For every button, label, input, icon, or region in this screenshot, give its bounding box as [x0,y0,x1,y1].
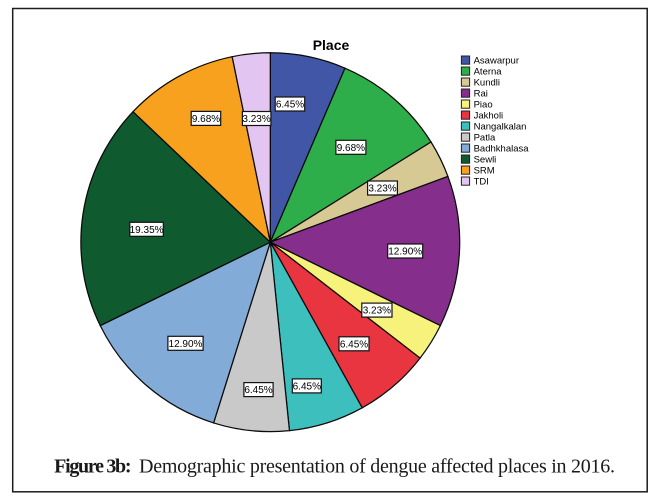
svg-text:Place: Place [313,37,350,53]
svg-text:Sewli: Sewli [474,154,497,165]
svg-text:19.35%: 19.35% [130,225,164,236]
svg-text:Figure 3b: Demographic present: Figure 3b: Demographic presentation of d… [54,456,615,478]
svg-text:Rai: Rai [474,88,488,99]
svg-text:9.68%: 9.68% [192,114,220,125]
svg-text:Badhkhalasa: Badhkhalasa [474,143,530,154]
svg-text:12.90%: 12.90% [169,339,203,350]
svg-text:6.45%: 6.45% [276,100,304,111]
svg-text:Piao: Piao [474,99,493,110]
svg-text:Aterna: Aterna [474,66,503,77]
svg-text:SRM: SRM [474,165,495,176]
svg-text:6.45%: 6.45% [340,339,368,350]
svg-text:9.68%: 9.68% [337,143,365,154]
svg-text:3.23%: 3.23% [363,306,391,317]
svg-text:6.45%: 6.45% [293,382,321,393]
svg-text:12.90%: 12.90% [388,247,422,258]
svg-text:Kundli: Kundli [474,77,500,88]
svg-text:Patla: Patla [474,132,496,143]
svg-text:3.23%: 3.23% [368,184,396,195]
svg-text:Asawarpur: Asawarpur [474,55,519,66]
svg-text:Nangalkalan: Nangalkalan [474,121,527,132]
svg-text:TDI: TDI [474,176,489,187]
svg-text:6.45%: 6.45% [244,385,272,396]
svg-text:3.23%: 3.23% [242,114,270,125]
svg-text:Jakholi: Jakholi [474,110,504,121]
